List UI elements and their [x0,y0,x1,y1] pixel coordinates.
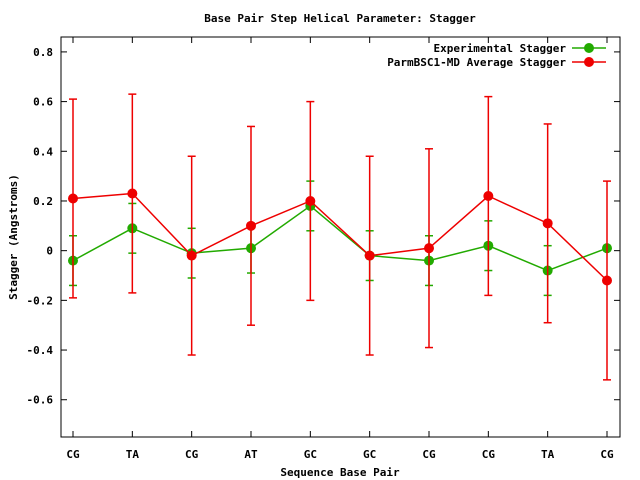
y-tick-label: 0.8 [33,46,53,59]
data-point [424,243,434,254]
y-tick-label: -0.6 [27,394,54,407]
chart-title: Base Pair Step Helical Parameter: Stagge… [204,12,476,25]
legend-marker [584,57,594,67]
series-line [72,204,608,272]
series-parmbsc1 [68,93,612,381]
x-tick-label: GC [304,448,317,461]
x-axis: CG TA CG AT GC GC CG CG TA CG [66,37,614,461]
x-tick-label: CG [482,448,496,461]
data-point [186,250,197,261]
x-tick-label: TA [126,448,140,461]
y-tick-label: 0.2 [33,195,53,208]
y-tick-label: -0.2 [27,294,54,307]
x-tick-label: CG [185,448,199,461]
x-tick-label: CG [422,448,436,461]
series-layer [68,93,612,381]
y-tick-label: 0.4 [33,145,53,158]
data-point [364,250,375,261]
y-axis-label: Stagger (Angstroms) [7,174,20,300]
y-tick-label: 0 [46,245,53,258]
x-tick-label: GC [363,448,376,461]
x-axis-label: Sequence Base Pair [280,466,400,479]
x-tick-label: CG [600,448,614,461]
data-point [542,218,553,229]
data-point [127,188,138,199]
legend-label: Experimental Stagger [434,42,567,55]
y-tick-label: -0.4 [27,344,54,357]
data-point [305,195,316,206]
plot-frame [60,36,621,438]
x-tick-label: TA [541,448,555,461]
x-tick-label: CG [66,448,80,461]
y-tick-label: 0.6 [33,96,53,109]
data-point [246,220,256,231]
y-axis: -0.6 -0.4 -0.2 0 0.2 0.4 0.6 0.8 [27,46,620,407]
series-line [72,192,608,282]
data-point [483,191,494,202]
legend-marker [584,43,594,53]
data-point [602,275,612,286]
series-experimental [68,180,612,297]
data-point [68,193,78,204]
legend-label: ParmBSC1-MD Average Stagger [387,56,566,69]
x-tick-label: AT [244,448,258,461]
